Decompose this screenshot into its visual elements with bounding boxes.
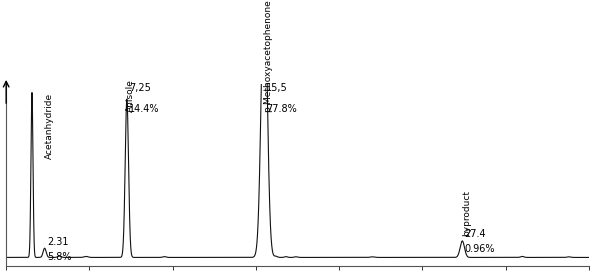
Text: 27.4: 27.4 [464, 229, 486, 239]
Text: 77.8%: 77.8% [266, 104, 297, 114]
Text: 0.96%: 0.96% [464, 244, 495, 254]
Text: Acetanhydride: Acetanhydride [44, 92, 53, 158]
Text: Anisole: Anisole [126, 79, 135, 112]
Text: 15,5: 15,5 [266, 82, 288, 93]
Text: byproduct: byproduct [462, 190, 471, 236]
Text: 7,25: 7,25 [129, 82, 151, 93]
Text: 14.4%: 14.4% [129, 104, 160, 114]
Text: 5.8%: 5.8% [47, 252, 72, 262]
Text: p-Methoxyacetophenone: p-Methoxyacetophenone [263, 0, 272, 112]
Text: 2.31: 2.31 [47, 236, 69, 247]
